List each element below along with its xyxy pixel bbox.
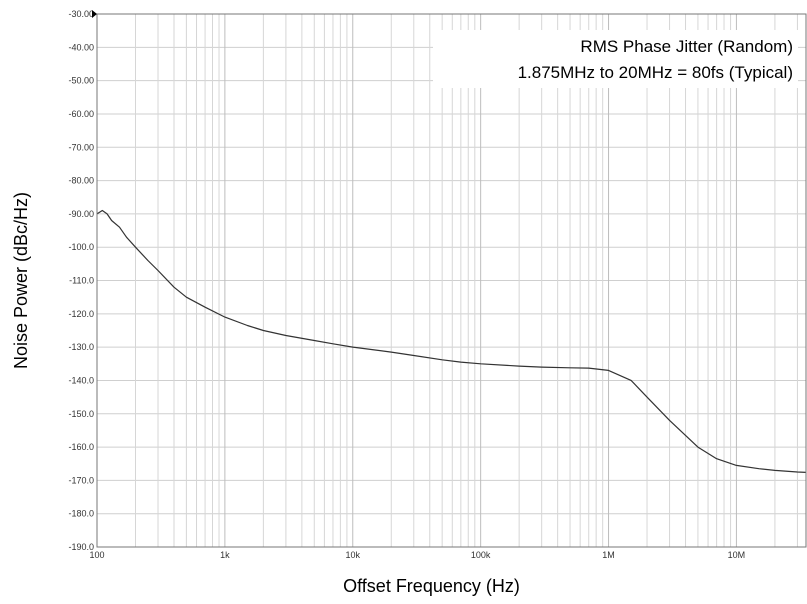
- y-tick-label: -110.0: [69, 276, 94, 286]
- x-tick-label: 100: [89, 550, 104, 560]
- y-tick-label: -50.00: [68, 76, 94, 86]
- y-tick-label: -190.0: [68, 542, 94, 552]
- y-tick-label: -130.0: [68, 342, 94, 352]
- grid: [97, 13, 806, 548]
- y-tick-label: -160.0: [68, 442, 94, 452]
- x-tick-label: 10M: [728, 550, 746, 560]
- y-tick-label: -140.0: [68, 375, 94, 385]
- annotation-line-2: 1.875MHz to 20MHz = 80fs (Typical): [518, 63, 793, 82]
- y-axis-title: Noise Power (dBc/Hz): [11, 192, 31, 369]
- y-tick-label: -60.00: [68, 109, 94, 119]
- y-tick-label: -70.00: [68, 142, 94, 152]
- annotation-line-1: RMS Phase Jitter (Random): [580, 37, 793, 56]
- y-tick-label: -170.0: [68, 475, 94, 485]
- x-tick-label: 10k: [346, 550, 361, 560]
- y-tick-label: -120.0: [68, 309, 94, 319]
- x-tick-label: 100k: [471, 550, 491, 560]
- y-tick-label: -100.0: [68, 242, 94, 252]
- top-marker-icon: [92, 10, 97, 18]
- y-tick-label: -90.00: [68, 209, 94, 219]
- series-group: [96, 209, 807, 473]
- y-tick-label: -30.00: [68, 9, 94, 19]
- x-tick-label: 1k: [220, 550, 230, 560]
- x-axis-title: Offset Frequency (Hz): [343, 576, 520, 596]
- series-line: [96, 209, 807, 473]
- y-tick-label: -180.0: [68, 509, 94, 519]
- y-tick-labels: -30.00 -40.00 -50.00 -60.00 -70.00 -80.00 -90.…: [68, 9, 94, 552]
- y-tick-label: -80.00: [68, 176, 94, 186]
- x-tick-labels: 100 1k 10k 100k 1M 10M: [89, 550, 745, 560]
- y-tick-label: -40.00: [68, 42, 94, 52]
- y-tick-label: -150.0: [68, 409, 94, 419]
- x-tick-label: 1M: [602, 550, 615, 560]
- plot-frame: [96, 13, 807, 548]
- annotation-background: [433, 30, 798, 88]
